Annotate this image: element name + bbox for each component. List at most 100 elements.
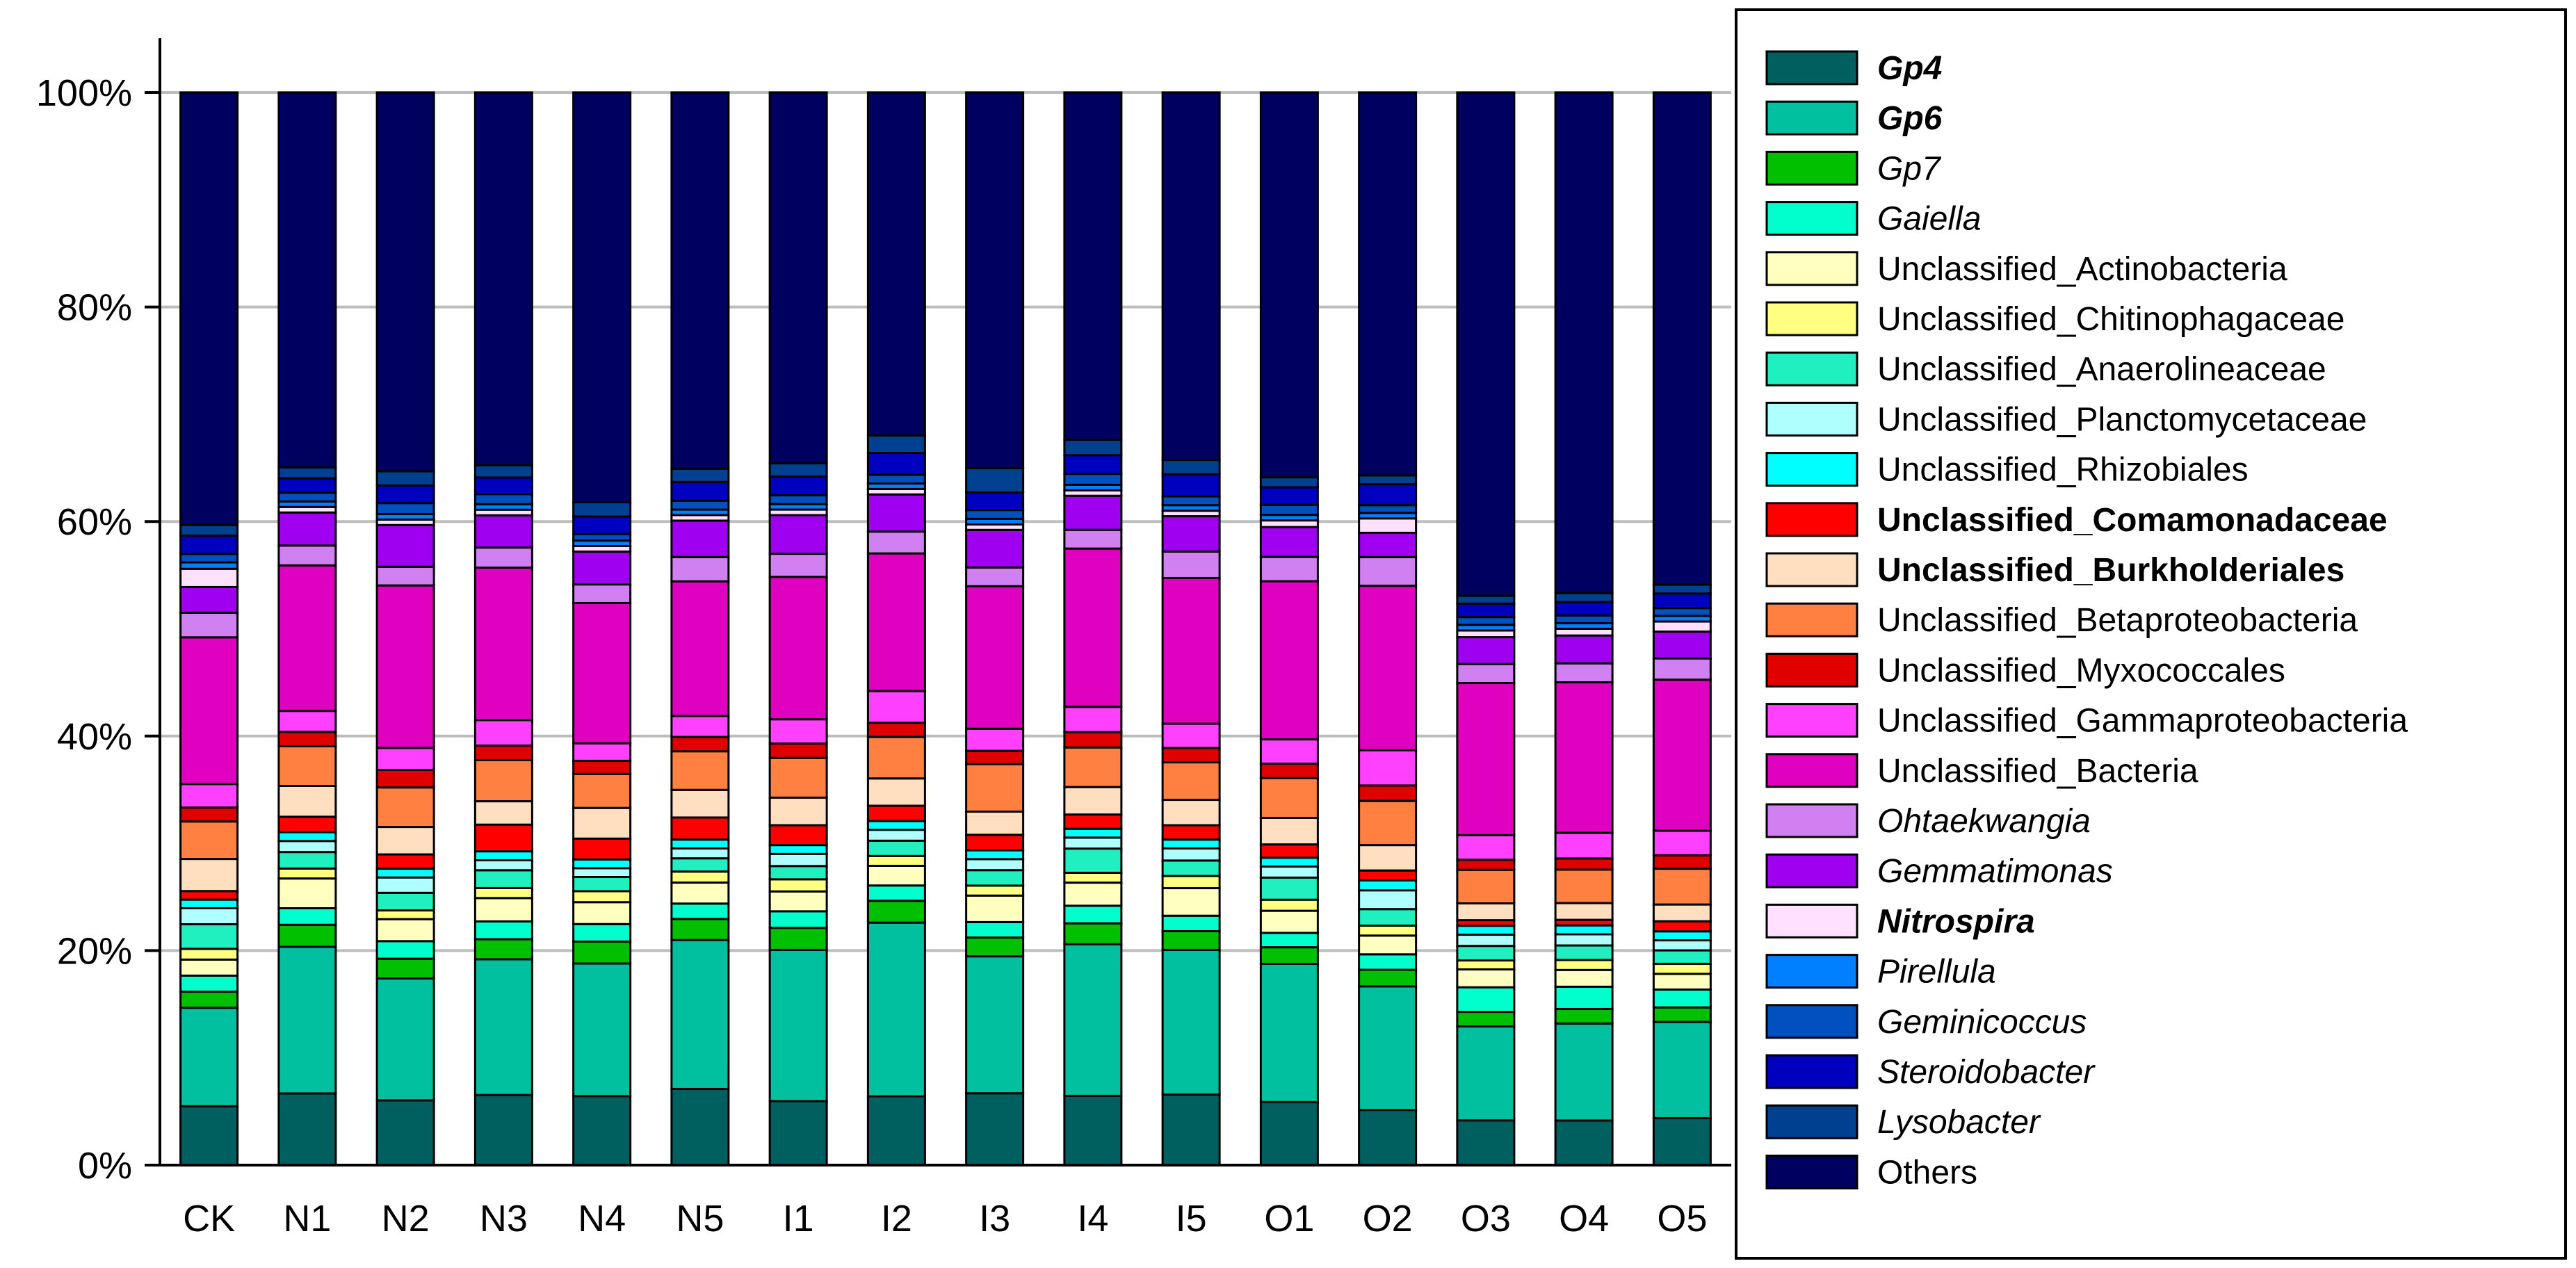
legend-swatch-geminicoccus (1765, 1004, 1858, 1039)
bar-segment-unclassified-chitinophagaceae (1161, 875, 1221, 890)
bar-segment-unclassified-comamonadaceae (473, 823, 533, 853)
x-tick-label: N1 (283, 1198, 331, 1239)
bar-o2 (1358, 91, 1418, 1167)
bar-segment-geminicoccus (670, 499, 730, 511)
bar-segment-unclassified-actinobacteria (1456, 968, 1516, 989)
bar-segment-others (179, 91, 239, 526)
bar-segment-gaiella (965, 920, 1025, 939)
bar-segment-gp7 (179, 991, 239, 1009)
bar-segment-unclassified-gammaproteobacteria (1259, 738, 1319, 765)
x-tick-label: O1 (1264, 1198, 1314, 1239)
bar-segment-others (1161, 91, 1221, 462)
bar-segment-gaiella (866, 884, 926, 902)
legend-label-steroidobacter: Steroidobacter (1877, 1054, 2096, 1091)
bar-segment-unclassified-betaproteobacteria (1161, 761, 1221, 802)
x-tick-label: N2 (382, 1198, 430, 1239)
bar-segment-unclassified-rhizobiales (1161, 838, 1221, 850)
legend-label-unclassified-chitinophagaceae: Unclassified_Chitinophagaceae (1877, 301, 2344, 338)
bar-segment-lysobacter (179, 523, 239, 537)
bar-n4 (572, 91, 632, 1167)
bar-segment-others (375, 91, 435, 473)
bar-segment-unclassified-anaerolineaceae (965, 869, 1025, 887)
bar-segment-unclassified-burkholderiales (473, 800, 533, 826)
bar-segment-unclassified-betaproteobacteria (768, 756, 828, 799)
bar-segment-unclassified-planctomycetaceae (473, 859, 533, 872)
bar-segment-unclassified-burkholderiales (768, 796, 828, 827)
legend-label-nitrospira: Nitrospira (1877, 903, 2035, 940)
bar-segment-lysobacter (965, 466, 1025, 494)
bar-segment-steroidobacter (1161, 473, 1221, 498)
bar-segment-gemmatimonas (1652, 631, 1712, 660)
bar-segment-steroidobacter (179, 535, 239, 555)
y-tick-label: 40% (57, 716, 132, 758)
bar-i2 (866, 91, 926, 1167)
bar-segment-unclassified-actinobacteria (473, 897, 533, 922)
bar-segment-unclassified-bacteria (277, 564, 337, 713)
bar-segment-unclassified-planctomycetaceae (1259, 865, 1319, 879)
bar-n2 (375, 91, 435, 1167)
bar-segment-unclassified-betaproteobacteria (572, 772, 632, 809)
bar-segment-ohtaekwangia (375, 565, 435, 587)
bar-segment-gaiella (572, 922, 632, 943)
bar-segment-unclassified-actinobacteria (768, 890, 828, 913)
axes: 0% 20% 40% 60% 80% 100% CK N1 N2 N3 N4 N5 I1 I2 I3 I4 I5… (36, 38, 1731, 1239)
bar-segment-steroidobacter (1259, 486, 1319, 506)
bar-segment-gp4 (375, 1099, 435, 1167)
bar-segment-unclassified-betaproteobacteria (965, 763, 1025, 813)
legend-swatch-gaiella (1765, 201, 1858, 236)
bar-segment-gaiella (277, 907, 337, 926)
bar-segment-unclassified-actinobacteria (1259, 909, 1319, 934)
bar-segment-unclassified-comamonadaceae (1652, 920, 1712, 933)
legend-swatch-gp4 (1765, 50, 1858, 86)
legend-label-unclassified-actinobacteria: Unclassified_Actinobacteria (1877, 251, 2287, 288)
bar-segment-geminicoccus (1063, 473, 1123, 486)
bar-segment-gp7 (965, 936, 1025, 958)
bar-segment-unclassified-anaerolineaceae (1259, 876, 1319, 901)
bar-segment-unclassified-planctomycetaceae (572, 867, 632, 878)
bar-segment-geminicoccus (1161, 495, 1221, 507)
bar-segment-lysobacter (1554, 592, 1614, 603)
bar-segment-unclassified-planctomycetaceae (1161, 847, 1221, 862)
legend-swatch-unclassified-anaerolineaceae (1765, 351, 1858, 387)
x-tick-label: O5 (1657, 1198, 1707, 1239)
bar-segment-unclassified-anaerolineaceae (179, 923, 239, 950)
bar-segment-unclassified-planctomycetaceae (179, 907, 239, 926)
bar-segment-gp6 (670, 938, 730, 1090)
bar-segment-gp6 (768, 948, 828, 1103)
bar-segment-gp6 (375, 977, 435, 1102)
bar-segment-gaiella (768, 910, 828, 929)
bar-segment-gp7 (375, 957, 435, 980)
bar-segment-unclassified-bacteria (1652, 678, 1712, 832)
bar-segment-gaiella (1259, 932, 1319, 949)
bar-segment-unclassified-bacteria (1161, 576, 1221, 725)
bar-segment-others (277, 91, 337, 469)
bar-segment-unclassified-chitinophagaceae (179, 948, 239, 961)
bar-segment-steroidobacter (1554, 601, 1614, 617)
bar-segment-unclassified-planctomycetaceae (866, 829, 926, 842)
bar-segment-unclassified-chitinophagaceae (866, 854, 926, 867)
legend-label-unclassified-rhizobiales: Unclassified_Rhizobiales (1877, 452, 2249, 489)
bar-segment-unclassified-bacteria (473, 566, 533, 722)
bar-segment-gemmatimonas (1161, 515, 1221, 553)
bar-segment-unclassified-gammaproteobacteria (1161, 722, 1221, 749)
legend-swatch-ohtaekwangia (1765, 803, 1858, 838)
bar-o4 (1554, 91, 1614, 1167)
bar-segment-lysobacter (1358, 474, 1418, 486)
bar-segment-gp4 (1554, 1119, 1614, 1167)
bar-segment-unclassified-rhizobiales (1554, 924, 1614, 936)
bar-segment-gp7 (277, 923, 337, 948)
bar-segment-ohtaekwangia (1554, 662, 1614, 683)
legend-label-others: Others (1877, 1154, 1977, 1191)
bar-i5 (1161, 91, 1221, 1167)
bar-segment-ohtaekwangia (1456, 663, 1516, 685)
bar-segment-unclassified-chitinophagaceae (572, 890, 632, 904)
bar-segment-unclassified-burkholderiales (1259, 817, 1319, 846)
bar-segment-ohtaekwangia (1161, 550, 1221, 579)
bar-segment-unclassified-actinobacteria (965, 894, 1025, 923)
x-tick-label: I5 (1176, 1198, 1207, 1239)
legend-label-gp4: Gp4 (1877, 50, 1942, 87)
bar-segment-geminicoccus (473, 493, 533, 505)
bar-segment-unclassified-betaproteobacteria (375, 786, 435, 829)
legend-box (1735, 8, 2567, 1260)
legend-swatch-unclassified-gammaproteobacteria (1765, 703, 1858, 738)
